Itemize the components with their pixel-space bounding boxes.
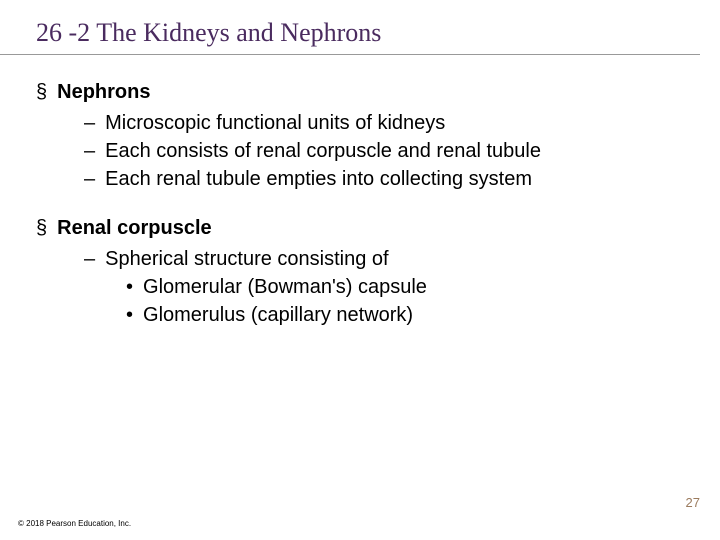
section-1-heading: Nephrons	[57, 79, 150, 105]
dash-text: Each consists of renal corpuscle and ren…	[105, 137, 541, 165]
dash-icon: –	[84, 165, 95, 193]
dash-text: Spherical structure consisting of	[105, 245, 388, 273]
section-2-dot-list: • Glomerular (Bowman's) capsule • Glomer…	[126, 273, 700, 329]
dash-icon: –	[84, 137, 95, 165]
content-area: § Nephrons – Microscopic functional unit…	[0, 55, 720, 329]
section-1-dash-list: – Microscopic functional units of kidney…	[84, 109, 700, 193]
list-item: • Glomerulus (capillary network)	[126, 301, 700, 329]
page-number: 27	[686, 495, 700, 510]
section-marker-icon: §	[36, 79, 47, 105]
copyright-text: © 2018 Pearson Education, Inc.	[18, 519, 131, 528]
bullet-icon: •	[126, 273, 133, 301]
list-item: • Glomerular (Bowman's) capsule	[126, 273, 700, 301]
slide-title: 26 -2 The Kidneys and Nephrons	[0, 0, 700, 55]
bullet-icon: •	[126, 301, 133, 329]
list-item: – Spherical structure consisting of	[84, 245, 700, 273]
section-2-dash-list: – Spherical structure consisting of	[84, 245, 700, 273]
dot-text: Glomerular (Bowman's) capsule	[143, 273, 427, 301]
list-item: – Microscopic functional units of kidney…	[84, 109, 700, 137]
section-marker-icon: §	[36, 215, 47, 241]
section-1-header: § Nephrons	[36, 79, 700, 105]
dash-icon: –	[84, 109, 95, 137]
list-item: – Each consists of renal corpuscle and r…	[84, 137, 700, 165]
dot-text: Glomerulus (capillary network)	[143, 301, 413, 329]
dash-icon: –	[84, 245, 95, 273]
dash-text: Microscopic functional units of kidneys	[105, 109, 445, 137]
section-2-heading: Renal corpuscle	[57, 215, 212, 241]
dash-text: Each renal tubule empties into collectin…	[105, 165, 532, 193]
section-2-header: § Renal corpuscle	[36, 215, 700, 241]
list-item: – Each renal tubule empties into collect…	[84, 165, 700, 193]
